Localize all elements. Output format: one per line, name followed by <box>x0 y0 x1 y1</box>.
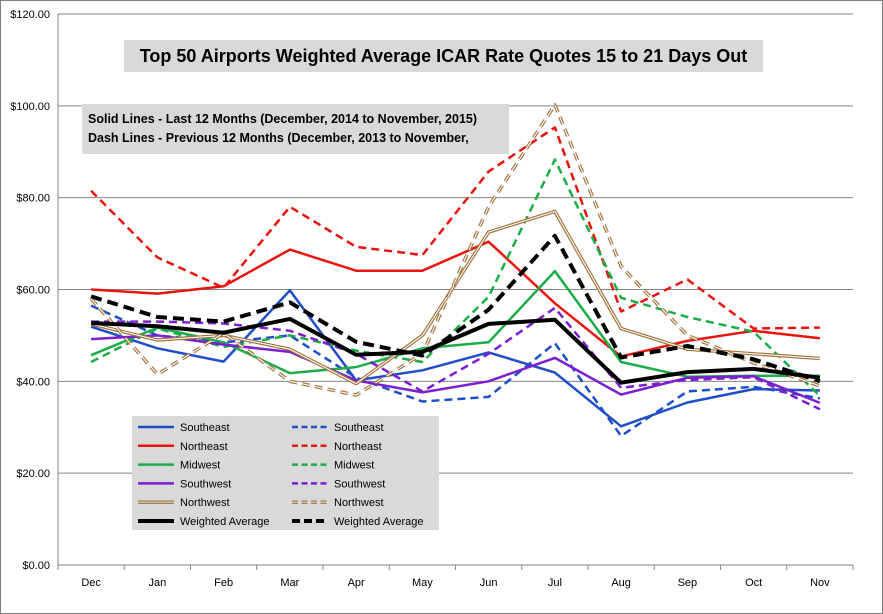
x-tick-label: Jul <box>548 577 562 589</box>
chart-title: Top 50 Airports Weighted Average ICAR Ra… <box>124 40 763 72</box>
x-tick-label: Aug <box>611 577 631 589</box>
y-tick-label: $120.00 <box>10 9 50 21</box>
annotation-box: Solid Lines - Last 12 Months (December, … <box>82 104 509 154</box>
x-tick-label: Nov <box>810 577 830 589</box>
series-weighted-average-dashed-line <box>90 233 821 384</box>
legend-midwest-solid-label: Midwest <box>180 460 220 472</box>
series-southwest-solid-line <box>91 334 821 405</box>
y-tick-label: $60.00 <box>16 285 50 297</box>
legend-northeast-dashed-label: Northeast <box>334 441 382 453</box>
x-tick-label: Feb <box>214 577 233 589</box>
series-northeast-dashed-line <box>90 126 820 330</box>
legend-weighted-average-solid-label: Weighted Average <box>180 516 270 528</box>
y-tick-label: $40.00 <box>16 376 50 388</box>
series-northeast-solid-line <box>91 240 821 358</box>
legend-northeast-solid-label: Northeast <box>180 441 228 453</box>
annotation-line-dashed: Dash Lines - Previous 12 Months (Decembe… <box>88 131 469 145</box>
series-weighted-average-solid-line <box>91 316 821 385</box>
legend-southwest-solid-label: Southwest <box>180 478 231 490</box>
x-tick-label: Jun <box>480 577 498 589</box>
x-tick-label: May <box>412 577 433 589</box>
y-tick-label: $20.00 <box>16 468 50 480</box>
axes: $0.00 $20.00 $40.00 $60.00 $80.00 $100.00 $120… <box>10 9 854 589</box>
y-tick-label: $100.00 <box>10 101 50 113</box>
legend-northwest-dashed-label: Northwest <box>334 497 384 509</box>
x-tick-label: Jan <box>149 577 167 589</box>
y-tick-label: $80.00 <box>16 193 50 205</box>
legend-northwest-solid-label: Northwest <box>180 497 230 509</box>
x-tick-label: Apr <box>348 577 365 589</box>
legend: Southeast Northeast Midwest Southwest Northw… <box>132 416 439 530</box>
legend-weighted-average-dashed-label: Weighted Average <box>334 516 424 528</box>
annotation-line-solid: Solid Lines - Last 12 Months (December, … <box>88 112 478 126</box>
series-lines <box>89 103 821 438</box>
legend-southeast-solid-label: Southeast <box>180 422 230 434</box>
legend-box <box>132 416 439 530</box>
x-tick-label: Oct <box>745 577 762 589</box>
x-tick-label: Sep <box>678 577 698 589</box>
y-tick-label: $0.00 <box>22 560 50 572</box>
series-northwest-dashed-inner <box>90 104 821 396</box>
series-southeast-solid-line <box>90 289 820 428</box>
x-tick-label: Mar <box>280 577 299 589</box>
series-southwest-dashed-line <box>91 306 821 411</box>
legend-midwest-dashed-label: Midwest <box>334 460 374 472</box>
legend-southwest-dashed-label: Southwest <box>334 478 385 490</box>
legend-southeast-dashed-label: Southeast <box>334 422 384 434</box>
x-tick-label: Dec <box>81 577 101 589</box>
